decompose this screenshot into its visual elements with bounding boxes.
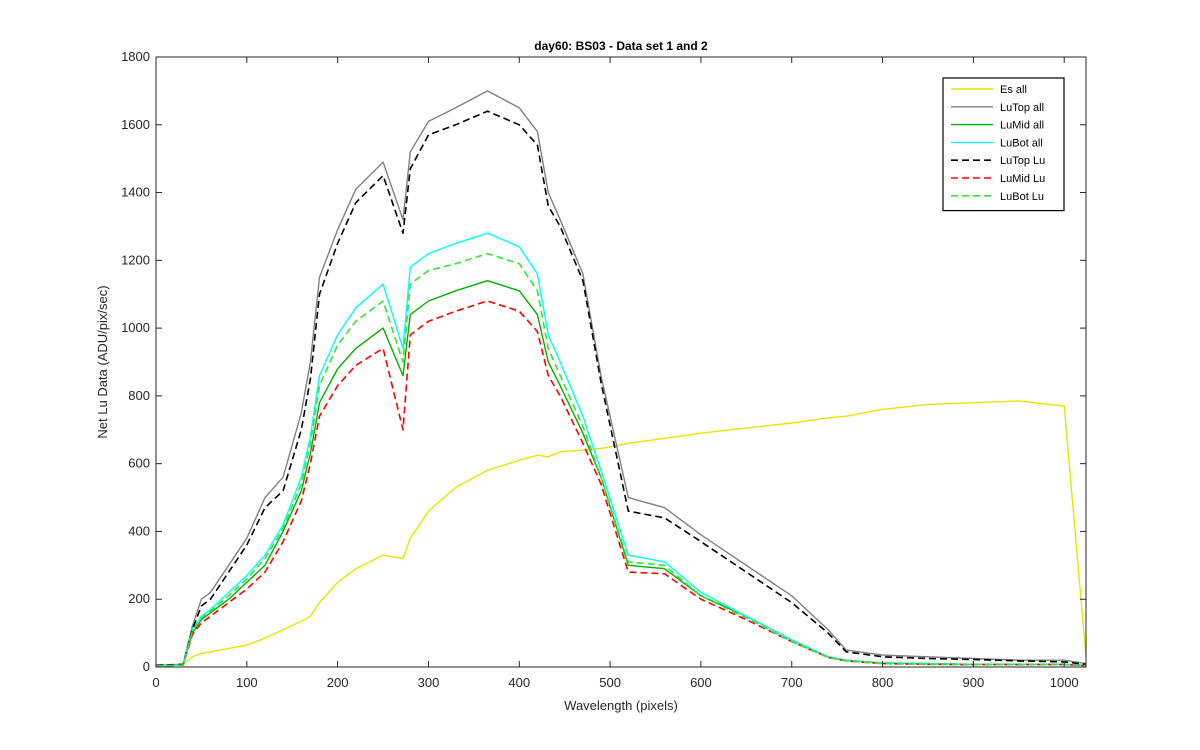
series-line-1 xyxy=(155,400,1087,666)
x-tick-label: 500 xyxy=(599,675,621,690)
legend-label: LuMid all xyxy=(1000,120,1044,132)
x-axis: 0 100 200 300 400 500 600 700 800 900 1000 xyxy=(152,57,1079,690)
legend-label: LuTop all xyxy=(1000,102,1044,114)
legend-box xyxy=(942,77,1065,212)
x-tick-label: 700 xyxy=(781,675,803,690)
series-line-2 xyxy=(155,90,1087,666)
y-axis: 0 200 400 600 800 1000 1200 1400 1600 1800 xyxy=(121,49,1086,674)
legend-label: Es all xyxy=(1000,84,1027,96)
y-tick-label: 1400 xyxy=(121,185,150,200)
y-tick-label: 400 xyxy=(128,523,150,538)
series-layer xyxy=(155,90,1087,667)
x-tick-label: 400 xyxy=(508,675,530,690)
x-tick-label: 200 xyxy=(327,675,349,690)
y-axis-label: Net Lu Data (ADU/pix/sec) xyxy=(95,285,110,438)
x-tick-label: 600 xyxy=(690,675,712,690)
series-line-7 xyxy=(155,252,1087,667)
y-tick-label: 1800 xyxy=(121,49,150,64)
x-tick-label: 100 xyxy=(236,675,258,690)
x-tick-label: 300 xyxy=(418,675,440,690)
x-tick-label: 900 xyxy=(963,675,985,690)
legend-label: LuBot all xyxy=(1000,137,1043,149)
y-tick-label: 1600 xyxy=(121,117,150,132)
legend-label: LuBot Lu xyxy=(1000,191,1044,203)
legend: Es all LuTop all LuMid all LuBot all LuTop L… xyxy=(942,77,1065,212)
y-tick-label: 0 xyxy=(143,659,150,674)
x-tick-label: 1000 xyxy=(1050,675,1079,690)
series-line-5 xyxy=(155,110,1087,667)
x-tick-label: 800 xyxy=(872,675,894,690)
x-tick-label: 0 xyxy=(152,675,159,690)
legend-label: LuMid Lu xyxy=(1000,173,1045,185)
y-tick-label: 1000 xyxy=(121,320,150,335)
y-tick-label: 200 xyxy=(128,591,150,606)
y-tick-label: 600 xyxy=(128,456,150,471)
series-line-6 xyxy=(155,300,1087,667)
y-tick-label: 1200 xyxy=(121,252,150,267)
legend-label: LuTop Lu xyxy=(1000,155,1045,167)
y-tick-label: 800 xyxy=(128,388,150,403)
plot-frame xyxy=(155,56,1087,668)
x-axis-label: Wavelength (pixels) xyxy=(564,698,678,713)
chart-title: day60: BS03 - Data set 1 and 2 xyxy=(534,39,708,53)
